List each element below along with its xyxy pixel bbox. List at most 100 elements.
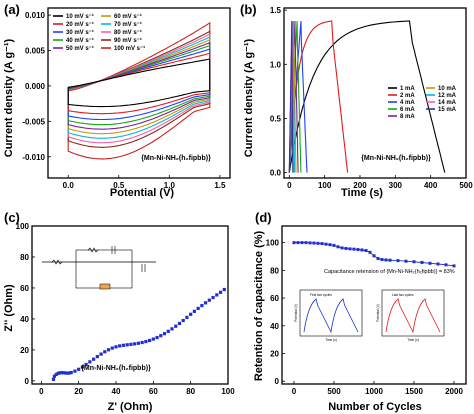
panel-d-data-point bbox=[296, 241, 300, 245]
panel-a-plot-frame bbox=[47, 7, 231, 179]
panel-c-data-point bbox=[58, 371, 62, 375]
panel-d-data-point bbox=[300, 241, 304, 245]
panel-c-data-point bbox=[159, 334, 163, 338]
panel-a-legend-entry: 50 mV s⁻¹ bbox=[66, 45, 94, 52]
panel-c-data-point bbox=[64, 371, 68, 375]
panel-d-data-point bbox=[368, 250, 372, 254]
panel-d-data-point bbox=[360, 248, 364, 252]
panel-c-data-point bbox=[84, 362, 88, 367]
panel-b-y-tick-label: 0.0 bbox=[270, 169, 282, 178]
circuit-warburg bbox=[99, 283, 111, 290]
panel-c-data-point bbox=[62, 371, 66, 375]
panel-b-gcd-curve bbox=[288, 20, 294, 173]
panel-c-nyquist-plot: (c) 0 20 40 60 80 100 0 20 40 60 80 100 Z' (Ohm) Z'… bbox=[3, 210, 235, 413]
panel-c-data-point bbox=[99, 352, 103, 356]
panel-a-cv-curves: (a) 0.0 0.5 1.0 1.5 -0.010 -0.005 0.000 0.005 0.… bbox=[3, 2, 231, 199]
panel-c-data-point bbox=[185, 315, 189, 319]
panel-a-legend-entry: 80 mV s⁻¹ bbox=[114, 29, 142, 36]
panel-d-data-point bbox=[436, 262, 440, 266]
panel-a-x-axis-title: Potential (V) bbox=[110, 187, 175, 199]
panel-a-y-tick-label: 0.005 bbox=[25, 47, 46, 56]
panel-c-data-point bbox=[148, 338, 152, 343]
panel-b-plot-frame bbox=[283, 7, 467, 179]
panel-d-inset-x-label: Time (s) bbox=[407, 338, 419, 342]
panel-d-data-point bbox=[308, 241, 312, 245]
panel-c-data-point bbox=[56, 371, 60, 375]
panel-c-data-point bbox=[174, 324, 178, 328]
panel-c-x-tick-label: 60 bbox=[149, 387, 158, 396]
panel-d-data-point bbox=[340, 246, 344, 250]
panel-d-data-point bbox=[332, 243, 336, 247]
panel-c-data-point bbox=[170, 327, 174, 331]
panel-c-data-point bbox=[162, 332, 167, 336]
panel-b-y-tick-label: 1.5 bbox=[270, 6, 282, 15]
panel-c-material-label: {Mn-Ni-NH₂(h₂fipbb)} bbox=[81, 365, 151, 372]
panel-d-inset-title: Last two cycles bbox=[392, 293, 414, 297]
panel-a-y-axis-title: Current density (A g⁻¹) bbox=[3, 38, 15, 157]
panel-label-c: (c) bbox=[4, 210, 20, 225]
panel-d-inset-frame bbox=[299, 289, 363, 337]
panel-a-x-tick-label: 0.5 bbox=[113, 181, 125, 190]
panel-c-data-point bbox=[129, 342, 133, 346]
panel-c-data-point bbox=[192, 309, 196, 313]
circuit-resistor-rct bbox=[87, 247, 99, 253]
panel-d-data-point bbox=[348, 247, 352, 251]
panel-c-data-point bbox=[118, 344, 122, 348]
panel-c-x-tick-label: 80 bbox=[186, 387, 195, 396]
panel-c-data-point bbox=[166, 329, 170, 333]
panel-c-data-point bbox=[52, 374, 56, 378]
panel-c-data-point bbox=[95, 354, 99, 359]
panel-c-y-tick-label: 40 bbox=[20, 315, 29, 324]
panel-b-legend-entry: 2 mA bbox=[400, 93, 415, 99]
panel-b-legend-entry: 12 mA bbox=[438, 93, 457, 99]
panel-d-x-tick-label: 0 bbox=[292, 387, 297, 396]
panel-a-legend-entry: 20 mV s⁻¹ bbox=[66, 21, 94, 28]
panel-d-inset-y-label: Potential (V) bbox=[294, 304, 298, 322]
panel-d-data-point bbox=[324, 242, 328, 246]
panel-d-data-point bbox=[336, 245, 340, 249]
panel-d-x-tick-label: 500 bbox=[327, 387, 341, 396]
panel-c-data-point bbox=[125, 343, 129, 347]
panel-d-data-point bbox=[320, 242, 324, 246]
panel-d-inset-curve bbox=[385, 298, 441, 334]
panel-c-data-point bbox=[136, 341, 140, 345]
panel-label-d: (d) bbox=[255, 210, 272, 225]
panel-label-b: (b) bbox=[240, 2, 257, 17]
panel-b-x-tick-label: 200 bbox=[353, 181, 367, 190]
circuit-resistor-rs bbox=[51, 259, 63, 265]
panel-d-y-tick-label: 100 bbox=[266, 239, 280, 248]
panel-c-data-point bbox=[77, 367, 81, 371]
panel-d-data-point bbox=[384, 258, 388, 262]
panel-a-legend-entry: 90 mV s⁻¹ bbox=[114, 37, 142, 44]
panel-a-material-label: {Mn-Ni-NH₂(h₂fipbb)} bbox=[141, 155, 211, 162]
panel-a-y-tick-label: 0.000 bbox=[25, 82, 46, 91]
panel-d-data-point bbox=[404, 259, 408, 263]
panel-d-y-axis-title: Retention of capacitance (%) bbox=[253, 230, 265, 381]
panel-b-x-tick-label: 0 bbox=[287, 181, 292, 190]
panel-c-data-point bbox=[155, 335, 159, 340]
panel-a-legend-entry: 100 mV s⁻¹ bbox=[114, 45, 145, 52]
panel-d-inset-y-label: Potential (V) bbox=[376, 304, 380, 322]
panel-d-inset-title: First two cycles bbox=[310, 293, 332, 297]
panel-c-data-point bbox=[181, 318, 185, 323]
equivalent-circuit-inset bbox=[42, 246, 156, 290]
panel-c-x-tick-label: 0 bbox=[39, 387, 44, 396]
panel-d-data-point bbox=[388, 258, 392, 262]
panel-a-y-tick-label: -0.010 bbox=[22, 153, 45, 162]
panel-b-y-tick-label: 1.0 bbox=[270, 60, 282, 69]
panel-b-y-tick-label: 0.5 bbox=[270, 114, 282, 123]
panel-c-data-point bbox=[92, 357, 96, 361]
panel-d-data-point bbox=[292, 241, 296, 245]
panel-b-gcd-curves: (b) 0 100 200 300 400 500 0.0 0.5 1.0 1.5 1 mA2 mA… bbox=[240, 2, 473, 199]
panel-c-data-point bbox=[204, 301, 208, 305]
panel-b-x-tick-label: 500 bbox=[459, 181, 473, 190]
panel-b-gcd-curve bbox=[288, 20, 349, 173]
panel-d-data-point bbox=[356, 248, 360, 252]
circuit-box bbox=[75, 249, 133, 289]
panel-d-data-point bbox=[420, 260, 424, 264]
panel-d-data-point bbox=[412, 260, 416, 264]
panel-c-data-point bbox=[151, 337, 155, 341]
panel-d-inset-x-label: Time (s) bbox=[325, 338, 337, 342]
panel-b-legend-entry: 10 mA bbox=[438, 86, 457, 92]
